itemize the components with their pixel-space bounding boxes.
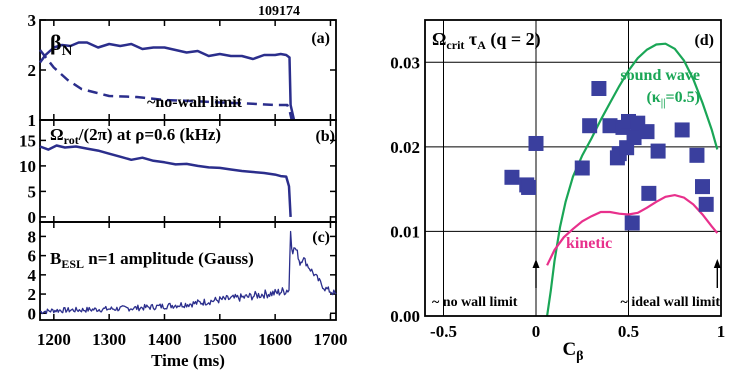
panel-b-y-tick-label: 0 bbox=[28, 208, 37, 227]
panel-b-y-ticks: 0 5 10 15 bbox=[19, 131, 336, 227]
panel-a-dashed-line bbox=[39, 49, 293, 121]
panel-d-y-tick-label: 0.03 bbox=[390, 53, 420, 72]
panel-d-x-tick-label: 1 bbox=[717, 322, 726, 341]
data-point bbox=[504, 169, 520, 185]
data-point bbox=[626, 130, 642, 146]
panel-d-y-tick-label: 0.01 bbox=[390, 222, 420, 241]
data-point bbox=[624, 215, 640, 231]
panel-a-x-ticks bbox=[53, 20, 332, 120]
time-axis-tick-labels: 1200 1300 1400 1500 1600 1700 bbox=[37, 330, 348, 349]
time-axis-tick-label: 1400 bbox=[147, 330, 181, 349]
panel-a-y-tick-label: 1 bbox=[28, 111, 37, 130]
data-point bbox=[641, 185, 657, 201]
time-axis-tick-label: 1200 bbox=[37, 330, 71, 349]
panel-c-x-ticks bbox=[53, 222, 332, 320]
panel-b: 0 5 10 15 Ωrot/(2π) at ρ=0.6 (kHz) (b) bbox=[19, 119, 337, 227]
shot-number: 109174 bbox=[258, 4, 300, 19]
panel-a-solid-line bbox=[38, 41, 296, 121]
time-axis-tick-label: 1600 bbox=[258, 330, 292, 349]
time-axis-tick-label: 1500 bbox=[203, 330, 237, 349]
panel-b-series bbox=[39, 144, 292, 217]
data-point bbox=[674, 122, 690, 138]
panel-d-points bbox=[504, 81, 714, 231]
panel-d-curves bbox=[546, 42, 719, 317]
kinetic-label: kinetic bbox=[566, 235, 612, 252]
panel-b-label: (b) bbox=[315, 128, 335, 145]
panel-c-y-tick-label: 4 bbox=[28, 266, 37, 285]
panel-d-x-axis-label: Cβ bbox=[562, 339, 583, 364]
data-point bbox=[602, 118, 618, 134]
data-point bbox=[689, 147, 705, 163]
panel-b-solid-line bbox=[39, 144, 292, 217]
panel-b-x-ticks bbox=[53, 120, 332, 222]
panel-d-frame bbox=[424, 19, 722, 317]
panel-d-x-tick-label: 0 bbox=[532, 322, 541, 341]
panel-a: 1 2 3 βN (a) ~no-wall limit bbox=[28, 11, 337, 130]
panel-c-noisy-line bbox=[39, 230, 337, 315]
no-wall-limit-annotation: ~ no wall limit bbox=[432, 295, 518, 310]
panel-c-frame bbox=[39, 221, 337, 321]
data-point bbox=[591, 81, 607, 97]
time-axis-tick-label: 1300 bbox=[92, 330, 126, 349]
sound-wave-label: sound wave bbox=[620, 67, 700, 84]
panel-a-y-tick-label: 2 bbox=[28, 61, 37, 80]
panel-a-series bbox=[38, 41, 296, 121]
panel-c-y-tick-label: 6 bbox=[28, 247, 37, 266]
panel-d-x-ticks: -0.5 0 0.5 1 bbox=[430, 322, 725, 341]
ideal-wall-limit-annotation: ~ ideal wall limit bbox=[621, 295, 721, 310]
panel-d: 0.00 0.01 0.02 0.03 -0.5 0 0.5 1 Ωcrit τA (q =… bbox=[390, 19, 725, 364]
panel-b-y-tick-label: 15 bbox=[19, 131, 36, 150]
annotation-arrowhead-0 bbox=[532, 259, 540, 268]
panel-a-label: (a) bbox=[311, 30, 330, 47]
panel-c-y-tick-label: 2 bbox=[28, 285, 37, 304]
panel-d-x-tick-label: -0.5 bbox=[430, 322, 457, 341]
data-point bbox=[528, 135, 544, 151]
data-point bbox=[695, 179, 710, 195]
no-wall-limit-label: ~no-wall limit bbox=[147, 94, 243, 111]
panel-a-title: βN bbox=[50, 30, 73, 59]
panel-c-title: BESL n=1 amplitude (Gauss) bbox=[50, 249, 254, 271]
panel-c-series bbox=[39, 230, 337, 315]
panel-d-x-tick-label: 0.5 bbox=[618, 322, 639, 341]
annotation-arrowhead-1 bbox=[713, 259, 721, 268]
panel-c-y-tick-label: 8 bbox=[28, 227, 37, 246]
panel-d-arrows bbox=[532, 259, 721, 288]
panel-d-label: (d) bbox=[694, 32, 714, 49]
panel-d-grid bbox=[425, 20, 721, 316]
sound-wave-curve bbox=[546, 42, 719, 317]
panel-a-y-tick-label: 3 bbox=[28, 11, 37, 30]
panel-c-label: (c) bbox=[312, 229, 330, 246]
panel-b-title: Ωrot/(2π) at ρ=0.6 (kHz) bbox=[50, 125, 221, 147]
time-axis-label: Time (ms) bbox=[151, 351, 225, 370]
data-point bbox=[574, 160, 590, 176]
kinetic-curve bbox=[546, 193, 719, 266]
time-axis-tick-label: 1700 bbox=[313, 330, 347, 349]
panel-c-y-tick-label: 0 bbox=[28, 304, 37, 323]
panel-d-title: Ωcrit τA (q = 2) bbox=[432, 29, 541, 52]
time-traces: 109174 1 2 3 βN (a) ~no-wall limit 0 5 10 15 … bbox=[19, 4, 347, 370]
data-point bbox=[521, 179, 537, 195]
panel-d-y-tick-label: 0.00 bbox=[390, 307, 420, 326]
panel-d-y-tick-label: 0.02 bbox=[390, 138, 420, 157]
panel-d-y-ticks: 0.00 0.01 0.02 0.03 bbox=[390, 53, 420, 326]
data-point bbox=[582, 118, 598, 134]
panel-b-y-tick-label: 10 bbox=[19, 157, 36, 176]
sound-wave-kappa-label: (κ||=0.5) bbox=[646, 89, 700, 109]
data-point bbox=[698, 196, 714, 212]
data-point bbox=[639, 124, 655, 140]
panel-b-y-tick-label: 5 bbox=[28, 182, 37, 201]
data-point bbox=[650, 143, 666, 159]
